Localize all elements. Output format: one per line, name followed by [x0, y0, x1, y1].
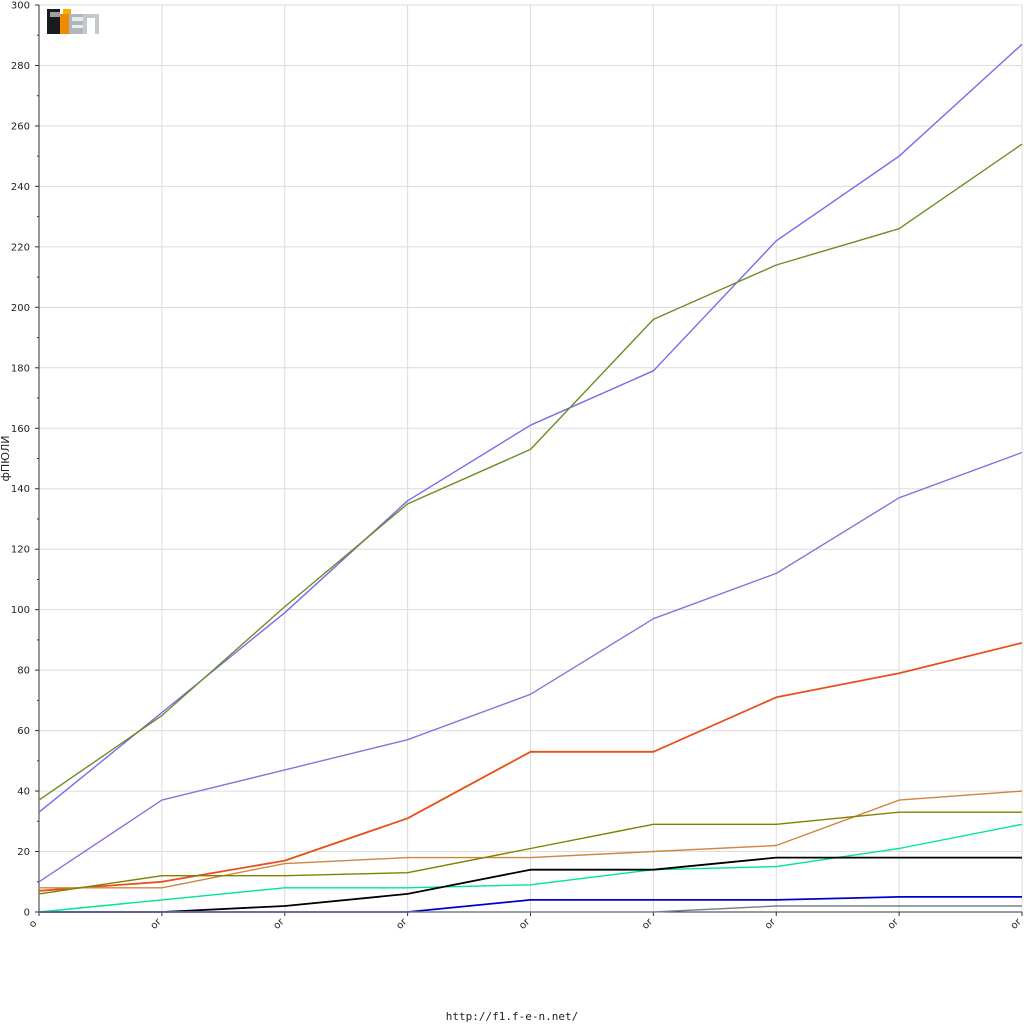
x-tick-label: or [763, 916, 779, 932]
x-tick-label: or [149, 916, 165, 932]
y-tick-label: 120 [11, 545, 30, 556]
fen-logo-icon [47, 9, 99, 34]
y-tick-label: 300 [11, 1, 30, 12]
y-tick-label: 180 [11, 363, 30, 374]
chart-grid [39, 4, 1023, 913]
x-tick-label: or [886, 916, 902, 932]
y-axis-label: фПЮЛИ [0, 435, 12, 481]
x-tick-label: or [1009, 916, 1024, 932]
series-line-10 [39, 905, 1022, 913]
series-line-4 [38, 642, 1023, 892]
x-tick-label: o [27, 918, 39, 930]
x-tick-label: or [394, 916, 410, 932]
y-tick-label: 100 [11, 605, 30, 616]
series-line-8 [39, 856, 1022, 913]
x-tick-label: or [640, 916, 656, 932]
fen-logo [47, 6, 101, 38]
y-tick-label: 160 [11, 424, 30, 435]
series-line-2 [38, 143, 1023, 801]
series-line-5 [39, 790, 1023, 889]
y-axis-ticks: 0 20 40 60 80 100 120 140 160 180 200 220 240 260 280 3… [11, 1, 39, 919]
y-tick-label: 40 [17, 787, 30, 798]
y-tick-label: 60 [17, 726, 30, 737]
series-line-6 [38, 811, 1022, 895]
chart-series [38, 43, 1023, 913]
series-line-7 [38, 823, 1023, 913]
y-tick-label: 260 [11, 121, 30, 132]
y-tick-label: 240 [11, 182, 30, 193]
x-tick-label: or [271, 916, 287, 932]
y-tick-label: 220 [11, 242, 30, 253]
y-tick-label: 80 [17, 666, 30, 677]
x-axis-ticks: o or or or or or or or or [27, 912, 1024, 932]
y-tick-label: 280 [11, 61, 30, 72]
footer-url: http://f1.f-e-n.net/ [445, 1010, 579, 1023]
y-tick-label: 0 [24, 908, 30, 919]
y-tick-label: 200 [11, 303, 30, 314]
x-tick-label: or [517, 916, 533, 932]
y-tick-label: 140 [11, 484, 30, 495]
series-line-3 [38, 451, 1023, 883]
y-tick-label: 20 [17, 847, 30, 858]
